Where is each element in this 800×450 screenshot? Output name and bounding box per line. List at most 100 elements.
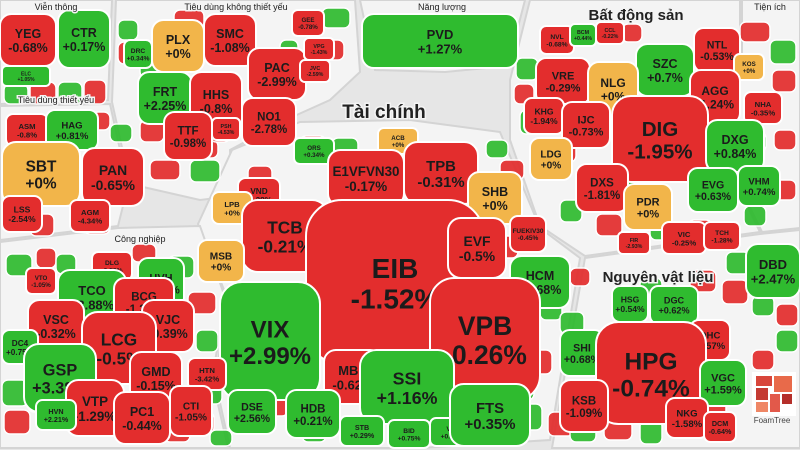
stock-cell[interactable]: VGC+1.59% <box>699 359 747 407</box>
stock-cell[interactable]: CTI-1.05% <box>169 385 213 437</box>
stock-tile[interactable] <box>559 379 609 433</box>
stock-cell[interactable]: IJC-0.73% <box>561 101 611 149</box>
stock-cell[interactable]: VTO-1.05% <box>25 267 57 295</box>
stock-cell[interactable]: PAC-2.99% <box>247 47 307 101</box>
stock-cell[interactable]: E1VFVN30-0.17% <box>327 149 405 207</box>
stock-cell[interactable]: JVC-2.59% <box>299 59 331 83</box>
stock-tile[interactable] <box>123 39 153 69</box>
stock-cell[interactable]: FTS+0.35% <box>449 383 531 447</box>
stock-cell[interactable]: PVD+1.27% <box>361 13 519 69</box>
stock-tile[interactable] <box>737 165 781 207</box>
stock-cell[interactable]: PAN-0.65% <box>81 147 145 207</box>
stock-tile[interactable] <box>703 411 737 443</box>
stock-tile[interactable] <box>35 399 77 431</box>
stock-tile[interactable] <box>703 221 741 251</box>
stock-tile[interactable] <box>561 101 611 149</box>
stock-tile[interactable] <box>699 359 747 407</box>
stock-cell[interactable]: DRC+0.34% <box>123 39 153 69</box>
stock-tile[interactable] <box>211 117 241 141</box>
stock-tile[interactable] <box>57 9 111 69</box>
stock-cell[interactable]: TPB-0.31% <box>403 141 479 205</box>
stock-cell[interactable]: BID+0.75% <box>387 419 431 449</box>
stock-cell[interactable]: SZC+0.7% <box>635 43 695 97</box>
stock-cell[interactable]: SSI+1.16% <box>359 349 455 425</box>
stock-cell[interactable]: CTR+0.17% <box>57 9 111 69</box>
stock-tile[interactable] <box>299 59 331 83</box>
stock-cell[interactable]: NHA-0.35% <box>743 91 783 125</box>
stock-cell[interactable]: NVL-0.68% <box>539 25 575 55</box>
stock-tile[interactable] <box>169 385 213 437</box>
stock-cell[interactable]: KOS+0% <box>733 53 765 81</box>
stock-tile[interactable] <box>623 183 673 231</box>
stock-cell[interactable]: HVN+2.21% <box>35 399 77 431</box>
stock-cell[interactable]: VPG-1.43% <box>303 37 335 61</box>
stock-tile[interactable] <box>1 65 51 87</box>
stock-cell[interactable]: DCM-0.64% <box>703 411 737 443</box>
stock-tile[interactable] <box>227 389 277 435</box>
stock-cell[interactable]: DBD+2.47% <box>745 243 800 299</box>
stock-cell[interactable]: DSE+2.56% <box>227 389 277 435</box>
stock-cell[interactable]: SMC-1.08% <box>203 13 257 67</box>
stock-cell[interactable]: PDR+0% <box>623 183 673 231</box>
stock-cell[interactable]: GEE-0.78% <box>291 9 325 37</box>
stock-cell[interactable]: VIX+2.99% <box>219 281 321 401</box>
stock-tile[interactable] <box>291 9 325 37</box>
stock-cell[interactable]: VIC-0.25% <box>661 221 707 255</box>
stock-tile[interactable] <box>529 137 573 181</box>
stock-cell[interactable]: GMD-0.15% <box>129 351 183 405</box>
stock-cell[interactable]: SHB+0% <box>467 171 523 225</box>
stock-cell[interactable]: KHG-1.94% <box>523 97 565 135</box>
stock-cell[interactable]: TCH-1.28% <box>703 221 741 251</box>
stock-tile[interactable] <box>339 415 385 447</box>
stock-cell[interactable]: EVF-0.5% <box>447 217 507 279</box>
stock-ticker-label: NO1 <box>257 111 281 123</box>
stock-cell[interactable]: CCL-0.22% <box>595 21 625 45</box>
stock-tile[interactable] <box>241 97 297 147</box>
stock-cell[interactable]: ORS+0.34% <box>293 137 335 165</box>
stock-cell[interactable]: BCM+0.44% <box>569 23 597 47</box>
stock-cell[interactable]: HAG+0.81% <box>45 109 99 151</box>
stock-cell[interactable]: AGM-4.34% <box>69 199 111 233</box>
stock-cell[interactable]: KSB-1.09% <box>559 379 609 433</box>
stock-tile[interactable] <box>449 383 531 447</box>
stock-tile[interactable] <box>285 389 341 439</box>
stock-tile[interactable] <box>197 239 245 283</box>
stock-cell[interactable]: ASM-0.8% <box>5 113 49 147</box>
stock-tile[interactable] <box>25 267 57 295</box>
stock-cell[interactable]: VTP-1.29% <box>65 379 125 437</box>
stock-cell[interactable]: PLX+0% <box>151 19 205 73</box>
stock-tile[interactable] <box>203 13 257 67</box>
stock-cell[interactable]: LSS-2.54% <box>1 195 43 233</box>
stock-cell[interactable]: NO1-2.78% <box>241 97 297 147</box>
stock-cell[interactable]: PSH-4.53% <box>211 117 241 141</box>
stock-cell[interactable]: DXG+0.84% <box>705 119 765 173</box>
stock-cell[interactable]: FIR-2.93% <box>617 231 651 255</box>
stock-cell[interactable]: NKG-1.58% <box>665 397 709 439</box>
stock-tile[interactable] <box>745 243 800 299</box>
stock-cell[interactable]: DXS-1.81% <box>575 163 629 213</box>
stock-tile[interactable] <box>81 147 145 207</box>
stock-cell[interactable]: PC1-0.44% <box>113 391 171 445</box>
stock-cell[interactable]: EVG+0.63% <box>687 167 739 213</box>
stock-cell[interactable]: FUEKIV30-0.45% <box>509 215 547 253</box>
stock-cell[interactable]: YEG-0.68% <box>0 13 57 67</box>
stock-tile[interactable] <box>617 231 651 255</box>
stock-cell[interactable]: DIG-1.95% <box>611 95 709 183</box>
stock-tile[interactable] <box>509 215 547 253</box>
stock-cell[interactable]: ELC+1.05% <box>1 65 51 87</box>
stock-tile[interactable] <box>361 13 519 69</box>
stock-tile[interactable] <box>595 21 625 45</box>
stock-cell[interactable]: LDG+0% <box>529 137 573 181</box>
stock-cell[interactable]: STB+0.29% <box>339 415 385 447</box>
stock-tile[interactable] <box>743 91 783 125</box>
stock-cell[interactable]: HSG+0.54% <box>611 285 649 323</box>
stock-cell[interactable]: TTF-0.98% <box>163 111 213 161</box>
stock-cell[interactable]: TCB-0.21% <box>241 199 329 273</box>
stock-tile[interactable] <box>69 199 111 233</box>
stock-tile[interactable] <box>1 195 43 233</box>
stock-cell[interactable]: VHM+0.74% <box>737 165 781 207</box>
stock-cell[interactable]: MSB+0% <box>197 239 245 283</box>
stock-tile[interactable] <box>733 53 765 81</box>
stock-cell[interactable]: HDB+0.21% <box>285 389 341 439</box>
stock-cell[interactable]: DGC+0.62% <box>649 285 699 325</box>
